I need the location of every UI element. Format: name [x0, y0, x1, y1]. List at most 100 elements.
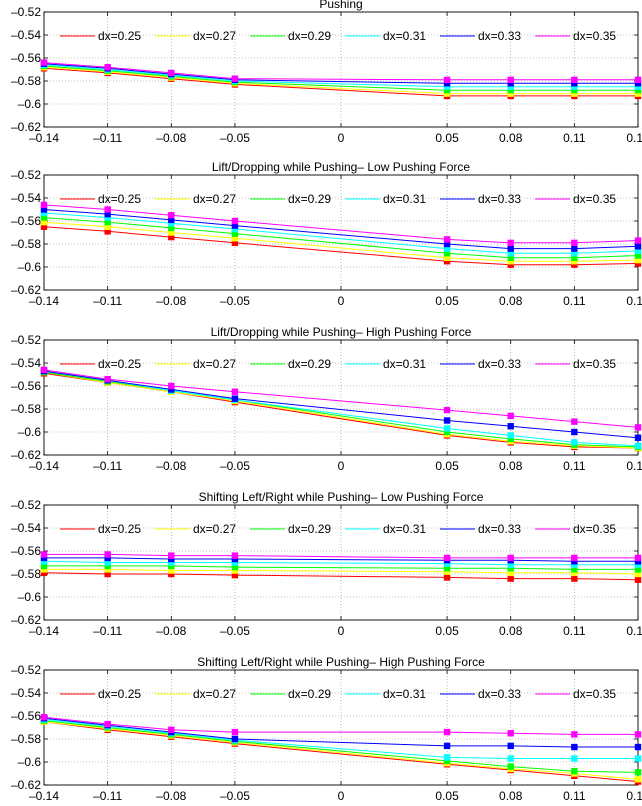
legend-item: dx=0.25 — [60, 687, 141, 701]
legend-item: dx=0.29 — [250, 192, 331, 206]
data-point — [231, 388, 239, 395]
legend-label: dx=0.29 — [288, 522, 331, 536]
data-point — [104, 218, 111, 226]
legend-label: dx=0.35 — [573, 192, 616, 206]
data-point — [507, 554, 514, 562]
data-point — [507, 763, 514, 770]
series-line-dx=0.29 — [44, 565, 638, 570]
data-point — [231, 567, 239, 574]
x-tick-label: –0.05 — [220, 294, 250, 308]
data-point — [40, 551, 48, 558]
legend-item: dx=0.29 — [250, 29, 331, 43]
data-point — [571, 250, 578, 257]
x-tick-label: 0.11 — [563, 624, 586, 638]
data-point — [634, 554, 642, 562]
data-point — [571, 80, 578, 87]
y-tick-label: –0.56 — [11, 544, 41, 558]
legend-label: dx=0.27 — [193, 357, 236, 371]
y-tick-label: –0.62 — [11, 283, 41, 297]
data-point — [571, 755, 578, 762]
legend-item: dx=0.29 — [250, 687, 331, 701]
data-point — [634, 566, 642, 573]
data-point — [104, 562, 111, 570]
data-point — [231, 230, 239, 237]
series-line-dx=0.35 — [43, 204, 639, 244]
chart-panel-4: Shifting Left/Right while Pushing– Low P… — [11, 490, 642, 638]
legend-item: dx=0.31 — [345, 192, 426, 206]
series-line-dx=0.35 — [44, 553, 638, 559]
x-tick-label: 0.08 — [499, 789, 523, 803]
legend-label: dx=0.27 — [193, 29, 236, 43]
data-point — [231, 559, 239, 566]
data-point — [443, 428, 451, 436]
data-point — [634, 434, 642, 441]
data-point — [231, 563, 239, 571]
legend-label: dx=0.27 — [193, 687, 236, 701]
data-point — [104, 559, 111, 566]
data-point — [634, 80, 642, 87]
chart-title: Lift/Dropping while Pushing– Low Pushing… — [212, 160, 470, 174]
y-tick-label: –0.62 — [11, 120, 41, 134]
data-point — [168, 382, 175, 390]
data-point — [40, 209, 48, 217]
data-point — [231, 225, 239, 233]
x-tick-label: 0.08 — [499, 294, 523, 308]
data-point — [507, 565, 514, 572]
series-line-dx=0.27 — [43, 66, 638, 95]
x-tick-label: 0 — [338, 459, 345, 473]
data-point — [507, 432, 514, 439]
data-point — [104, 228, 111, 235]
x-tick-label: –0.11 — [93, 131, 122, 145]
data-point — [443, 574, 451, 581]
y-tick-label: –0.54 — [11, 191, 41, 205]
data-point — [634, 83, 642, 90]
x-tick-label: 0.11 — [563, 459, 586, 473]
series-line-dx=0.33 — [43, 370, 639, 439]
data-point — [571, 83, 578, 90]
data-point — [443, 754, 451, 761]
series-line-dx=0.33 — [43, 717, 638, 748]
data-point — [571, 768, 578, 775]
data-point — [104, 214, 111, 221]
data-point — [634, 424, 642, 431]
legend-item: dx=0.29 — [250, 357, 331, 371]
data-point — [507, 742, 514, 750]
legend-label: dx=0.27 — [193, 192, 236, 206]
series-line-dx=0.27 — [43, 221, 639, 262]
data-point — [634, 247, 642, 255]
series-line-dx=0.27 — [44, 568, 639, 575]
data-point — [571, 561, 578, 568]
data-point — [634, 769, 642, 776]
y-tick-label: –0.52 — [11, 333, 41, 347]
data-point — [443, 560, 451, 567]
series-line-dx=0.25 — [43, 226, 639, 266]
data-point — [40, 59, 48, 66]
data-point — [231, 552, 239, 559]
data-point — [507, 423, 514, 430]
data-point — [443, 76, 451, 84]
data-point — [168, 567, 175, 574]
x-tick-label: 0.08 — [499, 459, 523, 473]
x-tick-label: –0.05 — [220, 624, 250, 638]
y-tick-label: –0.52 — [11, 498, 41, 512]
legend-label: dx=0.31 — [383, 192, 426, 206]
data-point — [104, 210, 111, 218]
x-tick-label: –0.11 — [93, 789, 122, 803]
y-tick-label: –0.62 — [11, 613, 41, 627]
data-point — [168, 69, 175, 77]
data-point — [40, 214, 48, 221]
x-tick-label: 0 — [338, 131, 345, 145]
data-point — [104, 64, 111, 71]
data-point — [571, 254, 578, 261]
series-line-dx=0.33 — [43, 209, 639, 250]
legend-item: dx=0.31 — [345, 29, 426, 43]
data-point — [443, 417, 451, 424]
x-tick-label: –0.14 — [29, 131, 59, 145]
data-point — [168, 570, 175, 578]
data-point — [571, 418, 578, 425]
data-point — [507, 575, 514, 582]
data-point — [168, 220, 175, 227]
legend-item: dx=0.27 — [155, 29, 236, 43]
data-point — [634, 260, 642, 267]
data-point — [571, 261, 578, 268]
